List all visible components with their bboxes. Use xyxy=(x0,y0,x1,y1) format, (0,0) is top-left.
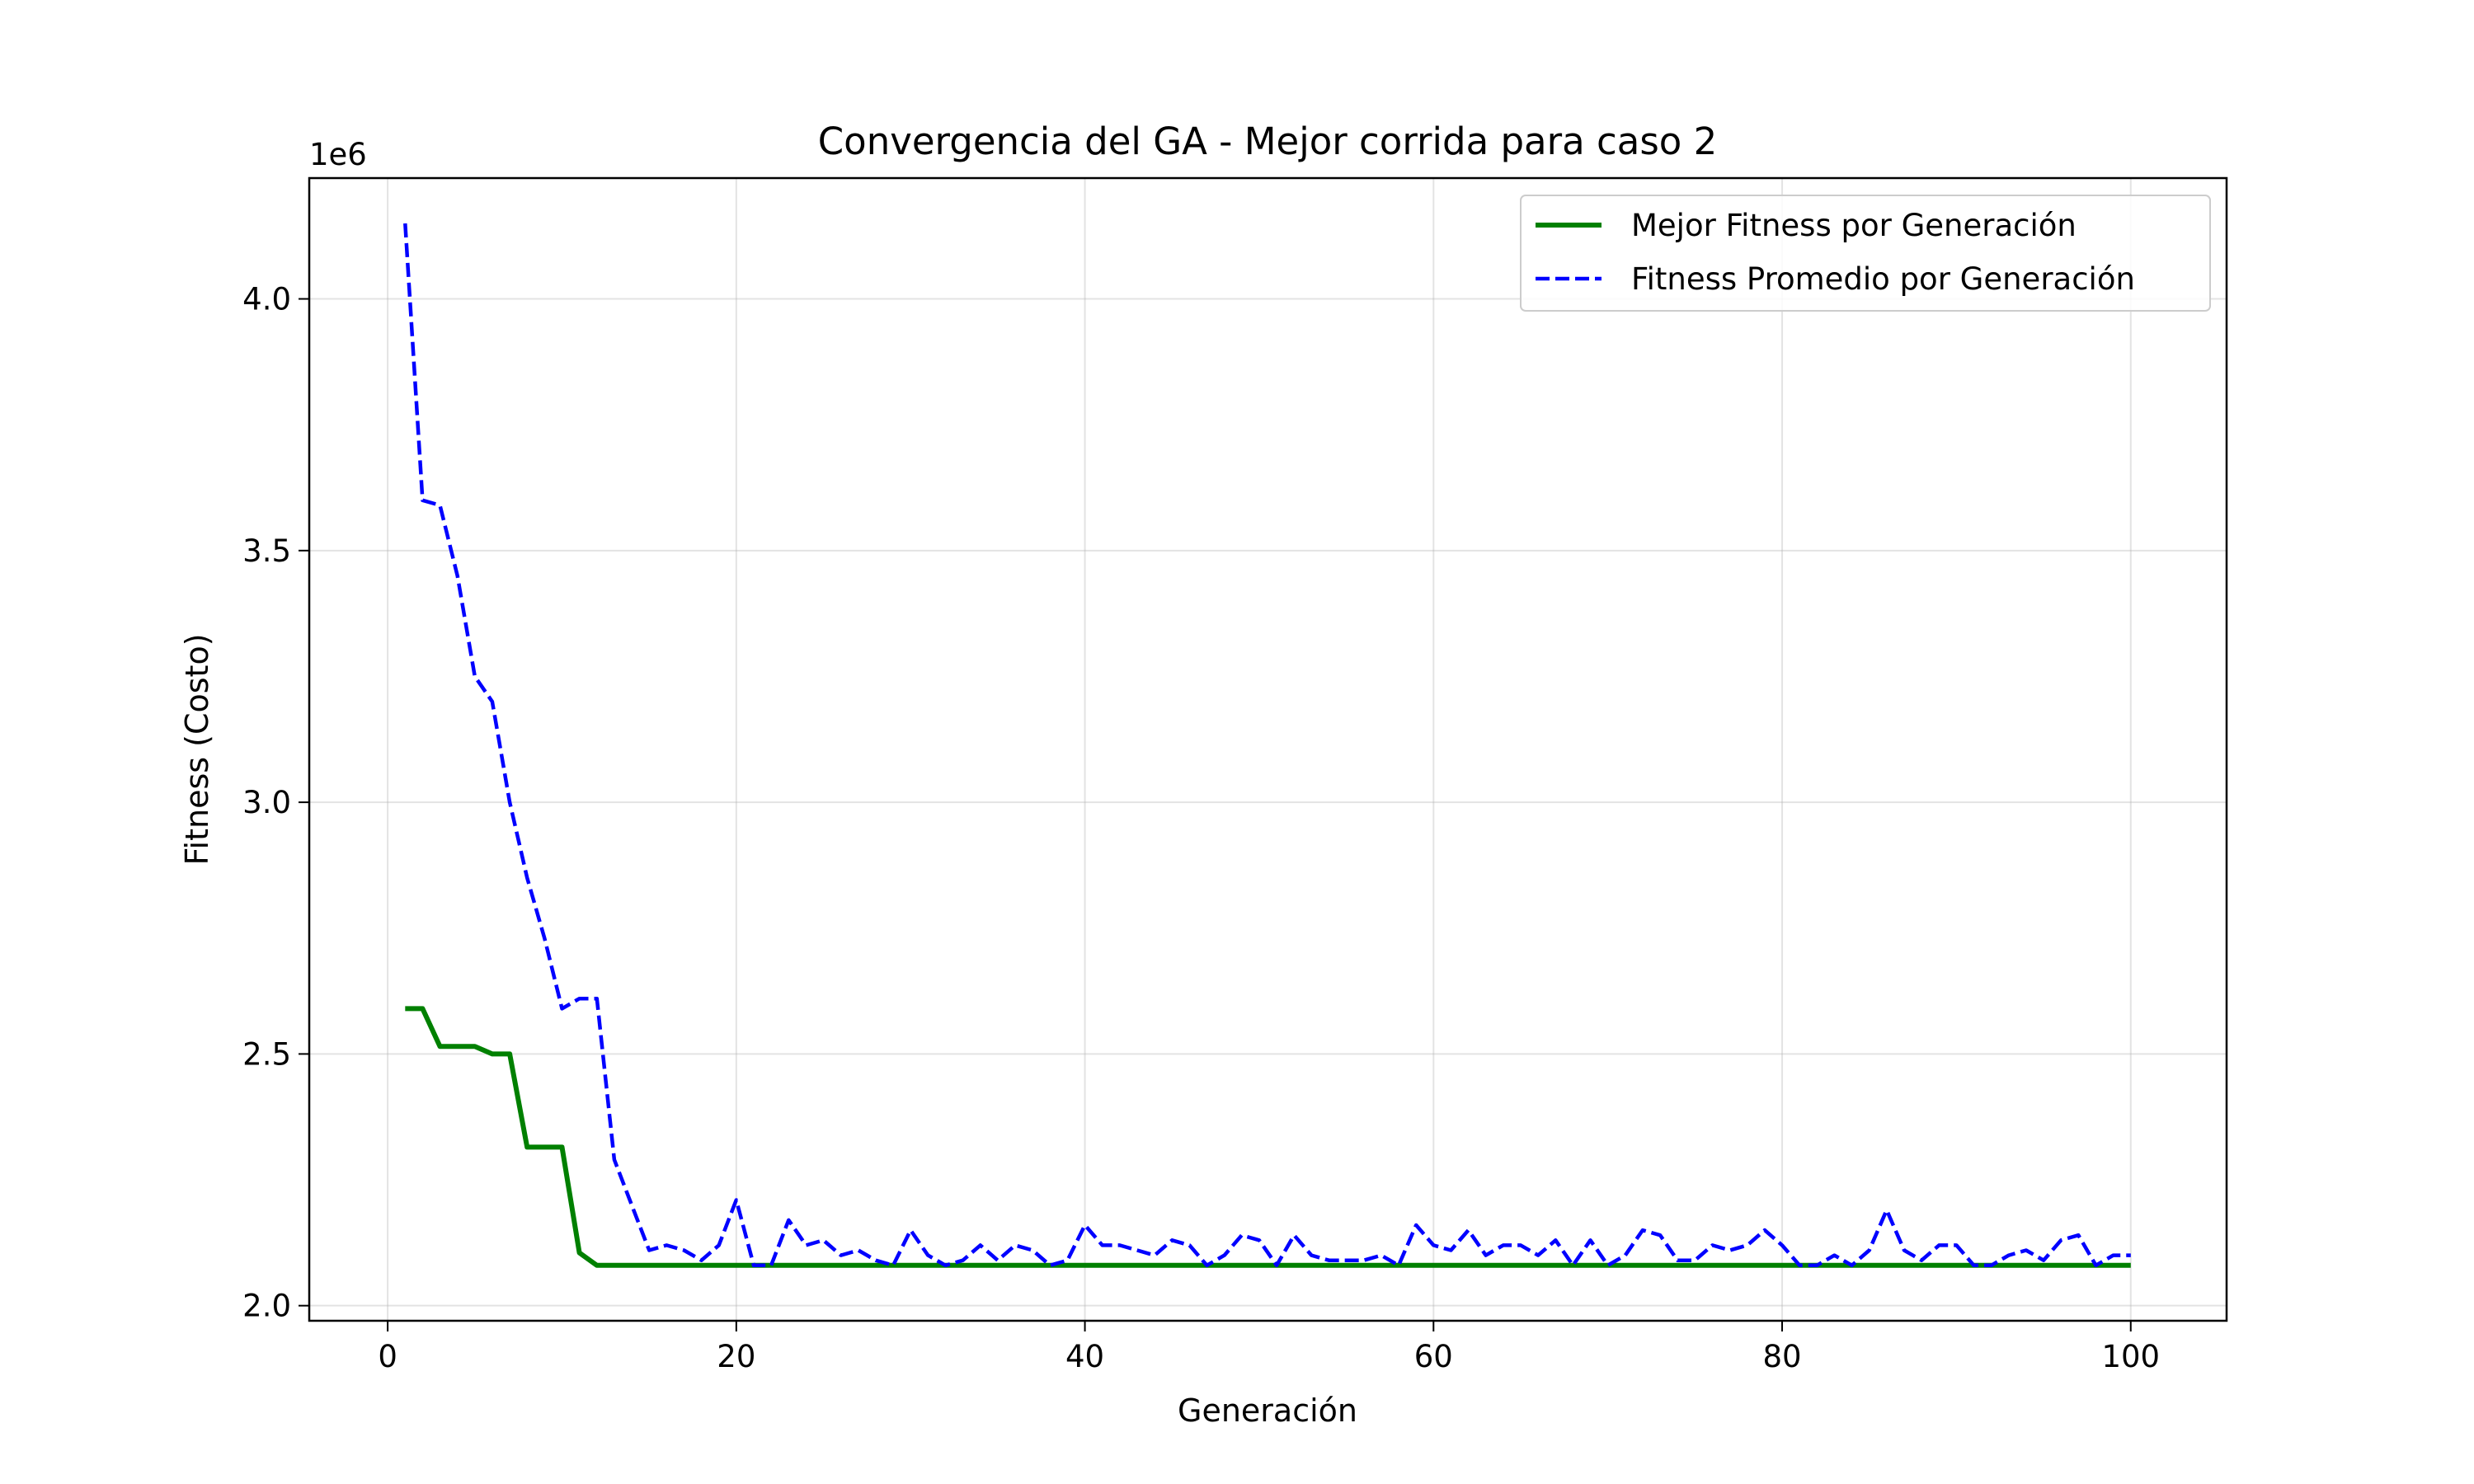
y-tick-label: 3.5 xyxy=(242,533,291,569)
legend: Mejor Fitness por Generación Fitness Pro… xyxy=(1520,195,2211,312)
y-tick-label: 3.0 xyxy=(242,785,291,820)
x-tick-label: 80 xyxy=(1762,1339,1801,1374)
best-fitness-line xyxy=(405,1006,2131,1268)
x-tick-label: 40 xyxy=(1065,1339,1104,1374)
x-tick-label: 20 xyxy=(717,1339,755,1374)
x-tick-label: 60 xyxy=(1414,1339,1453,1374)
y-tick-label: 2.0 xyxy=(242,1289,291,1324)
x-axis-label: Generación xyxy=(1178,1392,1357,1429)
y-tick-label: 2.5 xyxy=(242,1036,291,1072)
legend-label-best: Mejor Fitness por Generación xyxy=(1631,208,2077,243)
axis-ticks: 0 20 40 60 80 100 2.0 2.5 3.0 3.5 4.0 xyxy=(242,282,2160,1374)
x-tick-label: 100 xyxy=(2101,1339,2160,1374)
plot-lines xyxy=(403,223,2131,1268)
x-tick-label: 0 xyxy=(378,1339,397,1374)
legend-label-average: Fitness Promedio por Generación xyxy=(1631,261,2135,297)
y-tick-label: 4.0 xyxy=(242,282,291,317)
legend-box xyxy=(1520,195,2211,312)
y-axis-offset-label: 1e6 xyxy=(309,137,367,172)
y-axis-label: Fitness (Costo) xyxy=(179,633,215,865)
chart-title: Convergencia del GA - Mejor corrida para… xyxy=(818,120,1717,163)
average-fitness-line xyxy=(403,223,2131,1268)
plot-frame xyxy=(308,176,2228,1322)
